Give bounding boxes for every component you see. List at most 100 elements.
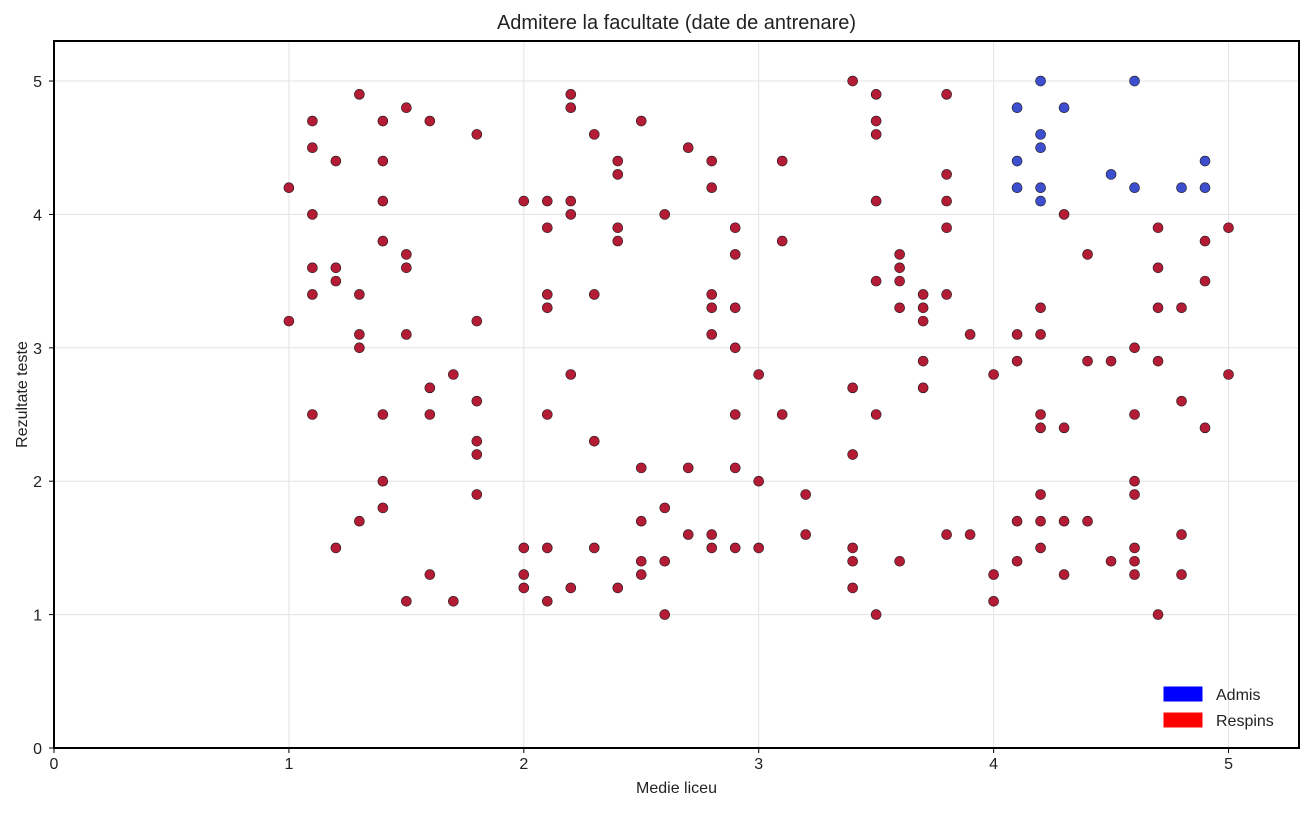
point-respins (894, 249, 905, 260)
point-respins (1035, 329, 1046, 340)
point-respins (776, 409, 788, 420)
point-respins (753, 475, 765, 487)
point-respins (330, 275, 342, 287)
y-tick-label: 3 (33, 341, 42, 358)
point-respins (847, 582, 858, 594)
point-respins (588, 129, 600, 140)
point-admis (1105, 169, 1117, 180)
point-respins (471, 489, 483, 500)
point-respins (330, 155, 342, 167)
point-respins (377, 409, 389, 420)
point-respins (518, 582, 530, 594)
point-respins (1082, 515, 1093, 527)
point-admis (1129, 182, 1140, 194)
x-tick-label: 3 (754, 756, 763, 773)
point-respins (1129, 555, 1140, 567)
point-respins (706, 529, 718, 540)
point-respins (1129, 542, 1140, 554)
point-respins (1152, 222, 1164, 234)
point-admis (1199, 155, 1211, 167)
point-admis (1035, 182, 1046, 194)
point-respins (894, 275, 905, 287)
point-respins (612, 235, 624, 247)
legend-label-admis: Admis (1216, 687, 1260, 704)
point-respins (1058, 422, 1070, 434)
point-respins (612, 222, 624, 234)
point-respins (941, 529, 952, 540)
point-respins (729, 409, 741, 420)
point-respins (894, 262, 905, 274)
y-tick-label: 0 (33, 741, 42, 758)
point-respins (424, 382, 436, 394)
point-respins (988, 369, 999, 380)
point-respins (448, 595, 459, 607)
point-respins (706, 182, 718, 194)
point-respins (706, 329, 718, 340)
point-respins (847, 555, 858, 567)
point-respins (1129, 342, 1140, 354)
y-tick-label: 1 (33, 608, 42, 625)
point-admis (1129, 75, 1140, 87)
point-respins (401, 595, 412, 607)
y-tick-label: 2 (33, 474, 42, 491)
point-admis (1011, 102, 1023, 113)
point-respins (706, 542, 718, 554)
point-respins (870, 115, 882, 127)
point-respins (800, 529, 811, 540)
point-respins (1223, 369, 1234, 380)
point-respins (917, 382, 929, 394)
point-respins (1035, 542, 1046, 554)
point-respins (729, 222, 741, 234)
point-respins (377, 475, 389, 487)
point-respins (518, 569, 530, 580)
point-respins (542, 409, 553, 420)
point-respins (307, 209, 318, 220)
axis-ticks: 0 1 2 3 4 5 0 1 2 3 4 5 (33, 74, 1233, 773)
point-respins (941, 195, 952, 207)
point-respins (354, 329, 365, 340)
point-respins (1035, 515, 1046, 527)
point-respins (354, 89, 365, 100)
point-respins (1058, 209, 1070, 220)
point-respins (776, 235, 788, 247)
point-respins (1035, 489, 1046, 500)
point-respins (1129, 409, 1140, 420)
point-respins (307, 142, 318, 154)
point-respins (870, 409, 882, 420)
x-tick-label: 1 (284, 756, 293, 773)
legend: Admis Respins (1163, 686, 1274, 730)
point-respins (1011, 555, 1023, 567)
point-respins (1129, 475, 1140, 487)
point-respins (706, 289, 718, 300)
point-respins (588, 542, 600, 554)
point-respins (424, 115, 436, 127)
point-respins (1035, 409, 1046, 420)
x-tick-label: 4 (989, 756, 998, 773)
grid-lines (53, 41, 1299, 749)
point-respins (612, 155, 624, 167)
point-respins (330, 542, 342, 554)
point-respins (1223, 222, 1234, 234)
x-tick-label: 2 (519, 756, 528, 773)
point-respins (988, 569, 999, 580)
point-respins (542, 222, 553, 234)
point-respins (354, 289, 365, 300)
point-respins (588, 435, 600, 447)
point-respins (635, 569, 647, 580)
point-respins (565, 89, 577, 100)
point-respins (1176, 302, 1187, 314)
point-respins (635, 462, 647, 474)
point-respins (401, 102, 412, 113)
point-respins (471, 449, 483, 460)
point-respins (635, 115, 647, 127)
point-respins (1152, 262, 1164, 274)
point-respins (565, 582, 577, 594)
point-respins (354, 342, 365, 354)
point-respins (706, 302, 718, 314)
point-respins (565, 195, 577, 207)
point-respins (542, 289, 553, 300)
point-respins (1082, 249, 1093, 260)
chart-title: Admitere la facultate (date de antrenare… (497, 12, 856, 34)
point-respins (401, 249, 412, 260)
point-respins (870, 609, 882, 620)
